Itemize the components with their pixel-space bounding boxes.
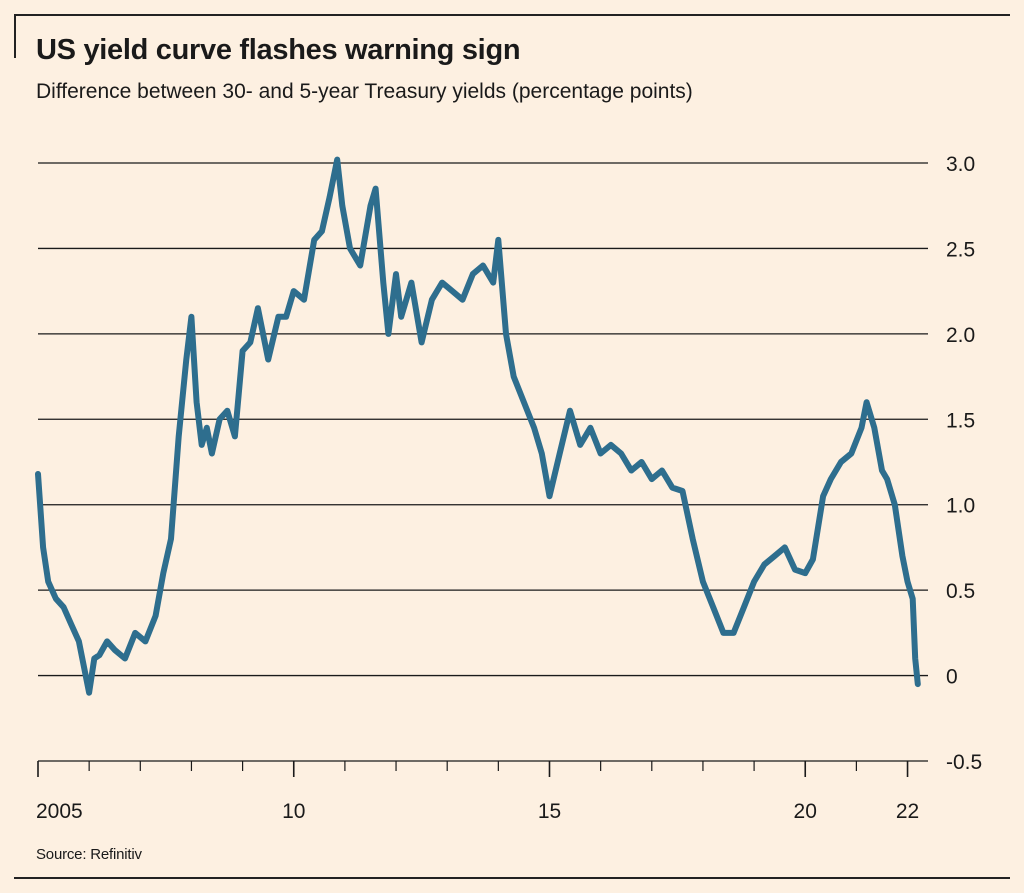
source-note: Source: Refinitiv: [36, 846, 142, 863]
x-tick-label-1: 10: [282, 800, 305, 823]
series-layer: [35, 156, 921, 696]
bottom-rule: [14, 877, 1010, 879]
grid-layer: [38, 162, 928, 762]
left-rule: [14, 14, 16, 58]
y-tick-label-1: 2.5: [946, 238, 975, 261]
x-tick-label-4: 22: [896, 800, 919, 823]
x-tick-label-2: 15: [538, 800, 561, 823]
axis-layer: [37, 761, 909, 777]
top-rule: [14, 14, 1010, 16]
y-tick-label-2: 2.0: [946, 324, 975, 347]
x-tick-label-0: 2005: [36, 800, 83, 823]
label-layer: 3.0 2.5 2.0 1.5 1.0 0.5 0 -0.5 2005 10 15 20 22: [36, 153, 982, 823]
y-tick-label-3: 1.5: [946, 409, 975, 432]
y-tick-label-5: 0.5: [946, 580, 975, 603]
y-tick-label-6: 0: [946, 666, 958, 689]
y-tick-label-0: 3.0: [946, 153, 975, 176]
x-tick-label-3: 20: [794, 800, 817, 823]
chart-title: US yield curve flashes warning sign: [36, 34, 521, 66]
chart-subtitle: Difference between 30- and 5-year Treasu…: [36, 80, 693, 103]
series-line-0: [35, 156, 921, 696]
y-tick-label-7: -0.5: [946, 751, 982, 774]
y-tick-label-4: 1.0: [946, 495, 975, 518]
